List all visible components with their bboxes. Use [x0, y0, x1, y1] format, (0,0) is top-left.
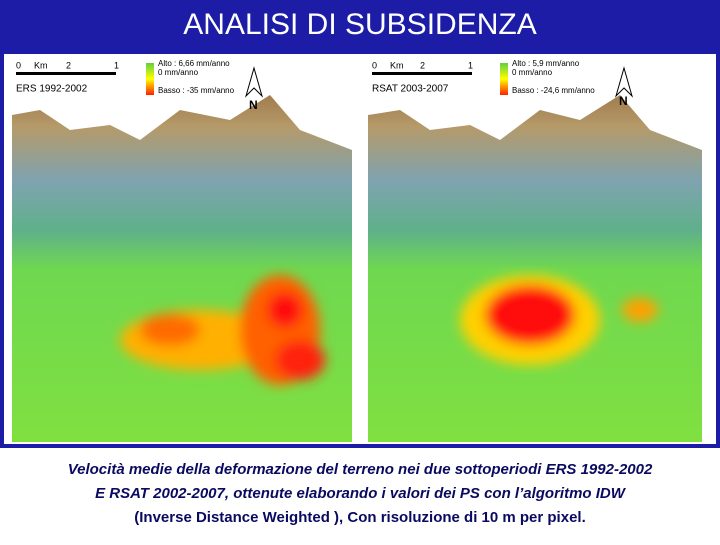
subsidence-area	[460, 275, 658, 365]
scale-label: 0	[16, 60, 21, 70]
scale-label: 2	[66, 60, 71, 70]
no-data-area	[12, 58, 352, 150]
scale-label: Km	[34, 60, 48, 70]
north-arrow	[244, 66, 264, 98]
north-label: N	[249, 98, 258, 112]
caption-line: (Inverse Distance Weighted ), Con risolu…	[134, 509, 586, 526]
scale-bar	[16, 72, 116, 75]
map-right: 0 Km 2 1 RSAT 2003-2007 Alto : 5,9 mm/an…	[368, 58, 702, 442]
scale-bar	[372, 72, 472, 75]
scale-label: Km	[390, 60, 404, 70]
map-label: RSAT 2003-2007	[372, 84, 449, 95]
scale-label: 1	[114, 60, 119, 70]
north-label: N	[619, 94, 628, 108]
no-data-area	[368, 58, 702, 150]
legend-zero: 0 mm/anno	[158, 68, 199, 77]
legend-high: Alto : 6,66 mm/anno	[158, 59, 230, 68]
north-arrow	[614, 66, 634, 98]
legend-high: Alto : 5,9 mm/anno	[512, 59, 580, 68]
scale-label: 0	[372, 60, 377, 70]
title: ANALISI DI SUBSIDENZA	[183, 8, 536, 41]
legend-zero: 0 mm/anno	[512, 68, 553, 77]
caption-line: Velocità medie della deformazione del te…	[68, 461, 653, 478]
subsidence-area	[120, 275, 325, 385]
legend-ramp	[146, 63, 154, 95]
legend-low: Basso : -35 mm/anno	[158, 86, 235, 95]
map-left: 0 Km 2 1 ERS 1992-2002 Alto : 6,66 mm/an…	[12, 58, 352, 442]
legend-low: Basso : -24,6 mm/anno	[512, 86, 595, 95]
caption-line: E RSAT 2002-2007, ottenute elaborando i …	[95, 485, 627, 502]
scale-label: 1	[468, 60, 473, 70]
legend-ramp	[500, 63, 508, 95]
map-label: ERS 1992-2002	[16, 84, 88, 95]
title-bar	[0, 0, 720, 52]
scale-label: 2	[420, 60, 425, 70]
